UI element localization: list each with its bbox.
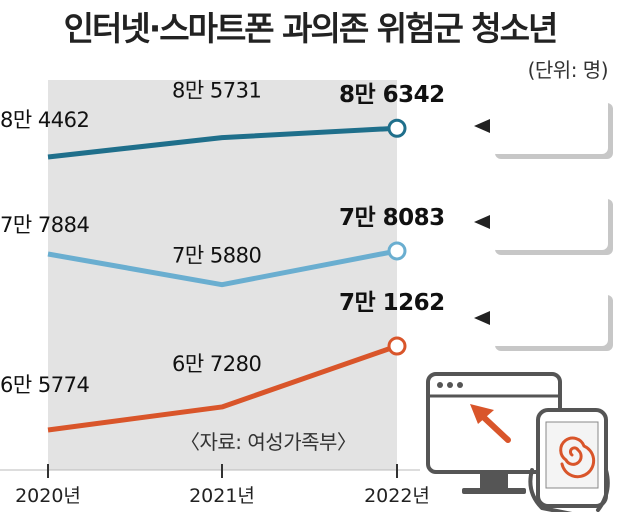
x-tick-label: 2021년 <box>189 485 255 507</box>
chart-title: 인터넷·스마트폰 과의존 위험군 청소년 <box>63 9 559 48</box>
data-label: 7만 1262 <box>339 290 445 316</box>
data-label: 8만 6342 <box>339 82 445 108</box>
data-label: 6만 7280 <box>172 352 261 376</box>
data-point-marker <box>387 241 407 261</box>
unit-label: (단위: 명) <box>527 58 609 82</box>
legend-badge-high: 고1 <box>474 194 608 250</box>
data-label: 7만 5880 <box>172 244 261 268</box>
x-axis: 2020년 2021년 2022년 <box>0 464 430 507</box>
legend-badge-middle: 중1 <box>474 98 608 154</box>
x-tick-label: 2020년 <box>15 485 81 507</box>
spiral-icon <box>559 436 596 479</box>
data-point-marker <box>387 118 407 138</box>
data-label: 7만 8083 <box>339 205 445 231</box>
data-point-marker <box>387 336 407 356</box>
smartphone-icon <box>536 408 608 508</box>
data-label: 8만 4462 <box>0 108 89 132</box>
data-label: 7만 7884 <box>0 213 89 237</box>
series-line-초4 <box>47 343 398 433</box>
x-tick-label: 2022년 <box>364 485 430 507</box>
hand-icon <box>528 468 610 512</box>
data-label: 6만 5774 <box>0 373 89 397</box>
data-label: 8만 5731 <box>172 79 261 103</box>
source-note: 〈자료: 여성가족부〉 <box>180 430 357 454</box>
series-line-중1 <box>47 125 398 160</box>
legend-label: 초4 <box>527 305 570 336</box>
legend-label: 중1 <box>527 113 570 144</box>
legend-label: 고1 <box>527 209 570 240</box>
cursor-arrow-icon <box>470 404 511 443</box>
legend-badge-elementary: 초4 <box>474 290 608 346</box>
series-line-고1 <box>47 248 398 288</box>
